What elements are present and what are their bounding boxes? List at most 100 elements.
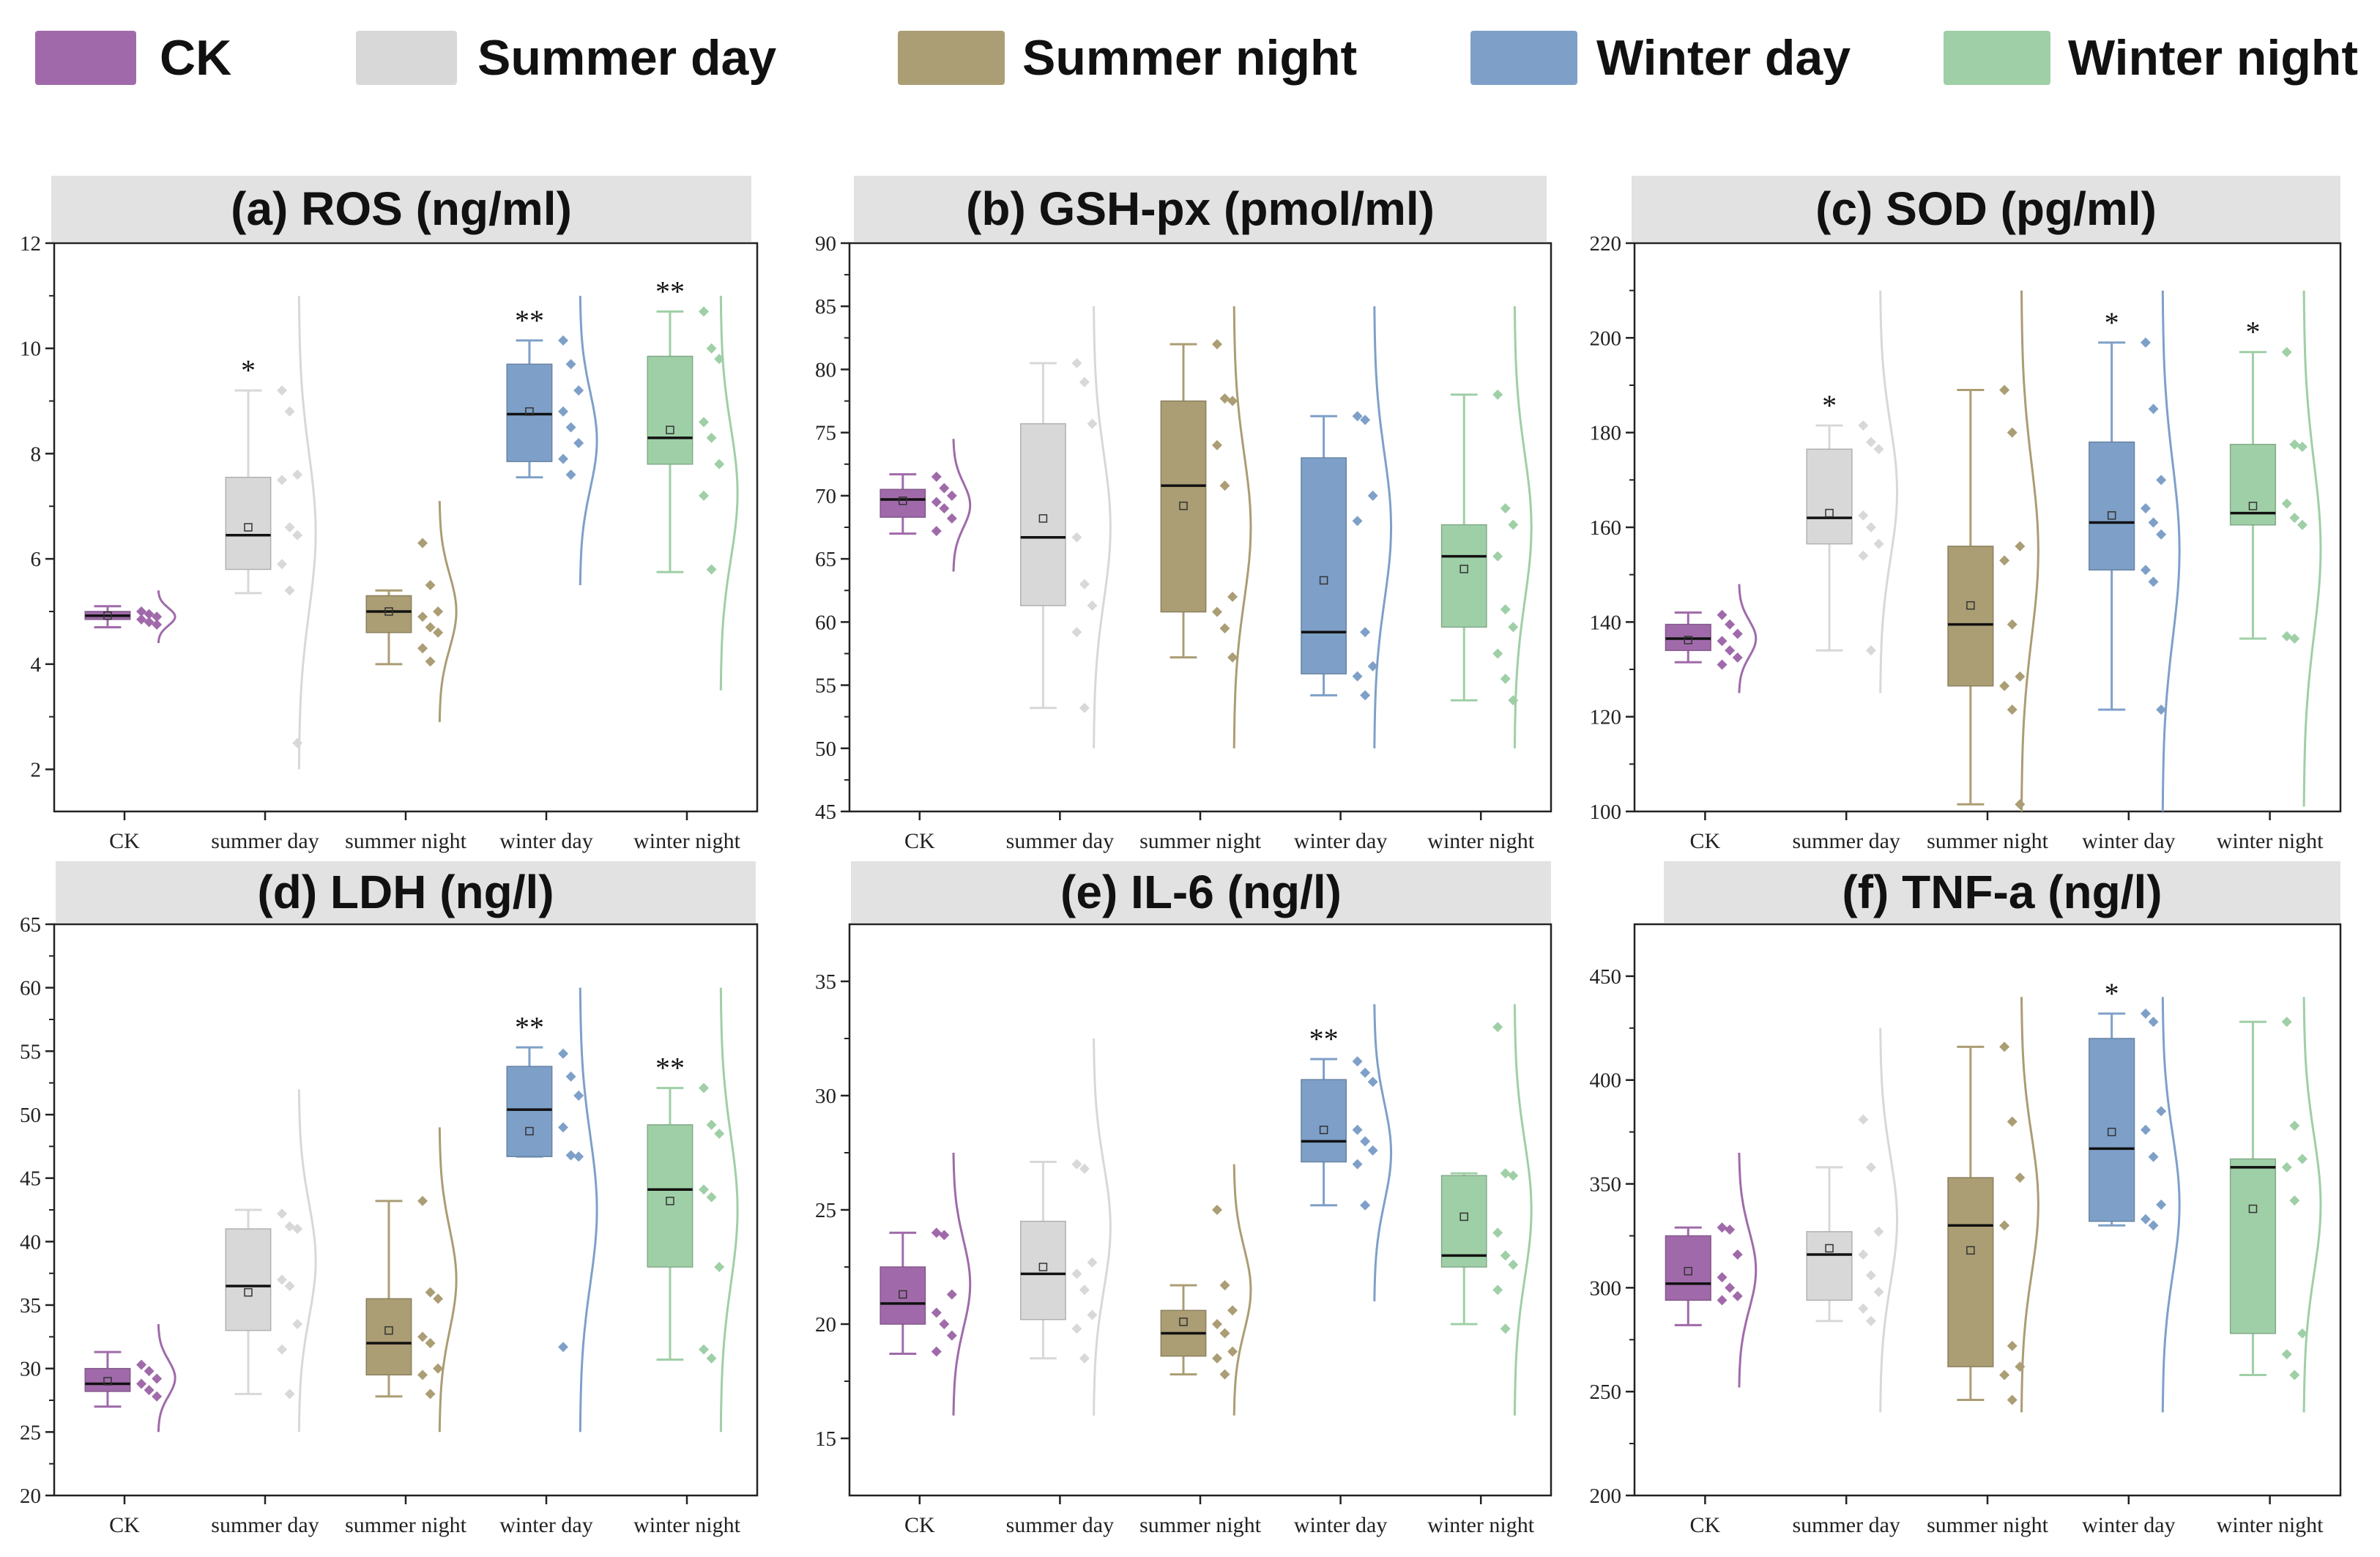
data-point	[1492, 1227, 1503, 1238]
box-group-5	[1440, 306, 1533, 748]
data-point	[1865, 436, 1876, 447]
data-point	[1219, 1369, 1230, 1380]
box-body	[1160, 400, 1207, 613]
data-point	[425, 622, 436, 633]
data-point	[1087, 1257, 1098, 1268]
data-point	[144, 609, 155, 620]
y-tick-label: 35	[20, 1294, 41, 1318]
data-point	[573, 1151, 584, 1162]
data-point	[1071, 1159, 1082, 1170]
legend-swatch-summer-night	[898, 31, 1005, 85]
legend-label-summer-night: Summer night	[1022, 30, 1357, 86]
y-tick-label: 400	[1590, 1069, 1622, 1093]
mean-marker	[2107, 1127, 2116, 1137]
box-body	[1440, 524, 1487, 628]
data-point	[1492, 389, 1503, 400]
data-point	[1865, 522, 1876, 532]
y-tick-label: 80	[815, 358, 836, 382]
data-point	[1858, 550, 1869, 561]
data-point	[1227, 652, 1238, 663]
data-point	[714, 458, 725, 469]
box-body	[365, 595, 412, 633]
x-tick-label: summer night	[1139, 829, 1261, 853]
distribution-curve	[719, 295, 739, 691]
box-group-4: **	[1301, 1004, 1393, 1301]
data-point	[946, 1289, 957, 1300]
data-point	[2281, 346, 2292, 357]
distribution-curve	[1232, 1164, 1252, 1416]
data-point	[2281, 1349, 2292, 1360]
box-body	[2229, 444, 2277, 526]
significance-label: **	[655, 1052, 685, 1085]
x-tick-label: summer night	[1927, 829, 2048, 853]
box-body	[880, 1266, 926, 1325]
x-tick-label: winter day	[499, 1513, 592, 1537]
box-group-4: **	[506, 987, 598, 1432]
data-point	[706, 1353, 717, 1364]
data-point	[1211, 1319, 1222, 1329]
panel-4: (d) LDH (ng/l) 20 25 30 35 40 45 50 55 60 65 CK summ…	[20, 861, 759, 1537]
legend-swatch-summer-day	[356, 31, 457, 85]
data-point	[1732, 652, 1743, 663]
data-point	[1071, 357, 1082, 368]
y-tick-label: 140	[1590, 611, 1622, 634]
data-point	[284, 406, 295, 417]
data-point	[1858, 510, 1869, 521]
data-point	[417, 1195, 428, 1206]
data-point	[2140, 1008, 2151, 1019]
panel-2: (b) GSH-px (pmol/ml) 45 50 55 60 65 70 75 80 85 90…	[815, 176, 1552, 853]
y-tick-label: 220	[1590, 232, 1622, 256]
data-point	[699, 490, 710, 501]
mean-marker	[244, 523, 253, 532]
data-point	[2007, 619, 2018, 630]
data-point	[136, 606, 147, 617]
data-point	[1071, 627, 1082, 638]
legend-label-winter-day: Winter day	[1596, 30, 1851, 86]
data-point	[1999, 1220, 2010, 1231]
y-tick-label: 65	[815, 548, 836, 571]
data-point	[152, 1391, 163, 1402]
distribution-curve	[952, 1152, 972, 1416]
data-point	[1500, 503, 1511, 514]
box-group-5	[1440, 1004, 1533, 1416]
box-group-4: *	[2089, 290, 2181, 812]
data-point	[2281, 498, 2292, 509]
x-tick-label: winter night	[633, 1513, 740, 1537]
mean-marker	[1179, 501, 1188, 510]
data-point	[292, 469, 303, 480]
data-point	[1352, 516, 1363, 527]
data-point	[2156, 1106, 2167, 1117]
data-point	[2156, 529, 2167, 540]
box-group-3	[1160, 1164, 1252, 1416]
data-point	[2281, 631, 2292, 642]
box-group-3	[1947, 290, 2039, 812]
x-tick-label: summer night	[345, 829, 466, 853]
distribution-curve	[2161, 997, 2181, 1413]
data-point	[136, 614, 147, 625]
data-point	[1858, 1114, 1869, 1125]
data-point	[946, 1330, 957, 1341]
data-point	[2281, 1017, 2292, 1028]
data-point	[1367, 1145, 1378, 1156]
data-point	[939, 1230, 950, 1241]
data-point	[136, 1359, 147, 1370]
x-tick-label: winter day	[2082, 1513, 2175, 1537]
data-point	[1219, 623, 1230, 633]
x-tick-label: summer night	[1927, 1513, 2048, 1537]
y-tick-label: 50	[815, 737, 836, 761]
data-point	[144, 1366, 155, 1377]
data-point	[931, 1307, 942, 1318]
distribution-curve	[438, 1127, 458, 1432]
data-point	[699, 306, 710, 317]
mean-marker	[899, 1290, 907, 1299]
panel-6: (f) TNF-a (ng/l) 200 250 300 350 400 450 CK summ…	[1590, 861, 2342, 1537]
x-tick-label: winter day	[2082, 829, 2175, 853]
data-point	[2148, 404, 2159, 415]
data-point	[931, 526, 942, 537]
y-tick-label: 8	[31, 442, 42, 466]
box-group-5: *	[2229, 290, 2322, 807]
data-point	[1508, 1170, 1519, 1181]
y-tick-label: 250	[1590, 1381, 1622, 1404]
data-point	[284, 1389, 295, 1400]
